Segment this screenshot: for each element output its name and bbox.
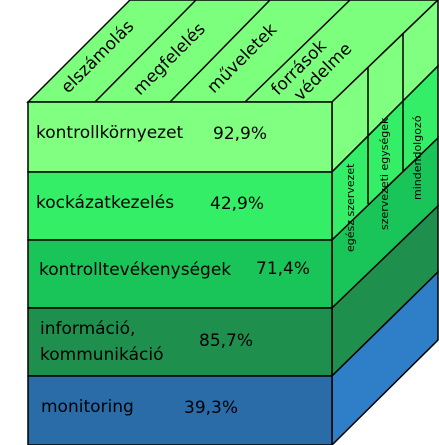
layer-1-label: kontrollkörnyezet — [36, 123, 184, 143]
layer-4-value: 85,7% — [199, 331, 253, 351]
top-divider-3 — [244, 0, 351, 103]
top-divider-1 — [94, 0, 197, 103]
layer-4-label-line-2: kommunikáció — [40, 345, 163, 365]
layer-5-front — [27, 375, 333, 445]
side-label-szervezeti-egysegek: szervezeti egységek — [378, 117, 391, 230]
layer-3-value: 71,4% — [256, 259, 310, 279]
layer-2-front — [27, 171, 333, 241]
layer-2-value: 42,9% — [210, 194, 264, 214]
layer-1-front — [27, 101, 333, 173]
side-label-mindendolgozo: mindendolgozó — [411, 115, 424, 200]
layer-5-value: 39,3% — [184, 398, 238, 418]
layer-4-label-line-1: információ, — [40, 319, 135, 339]
layer-1-value: 92,9% — [213, 124, 267, 144]
layer-5-label: monitoring — [41, 397, 134, 417]
side-label-egesz-szervezet: egész szervezet — [344, 163, 357, 252]
top-divider-2 — [169, 0, 271, 103]
layer-2-label: kockázatkezelés — [36, 193, 174, 213]
layer-4-label: információ, kommunikáció — [40, 319, 163, 365]
layer-4-front — [27, 307, 333, 377]
layer-3-label: kontrolltevékenységek — [39, 260, 231, 280]
